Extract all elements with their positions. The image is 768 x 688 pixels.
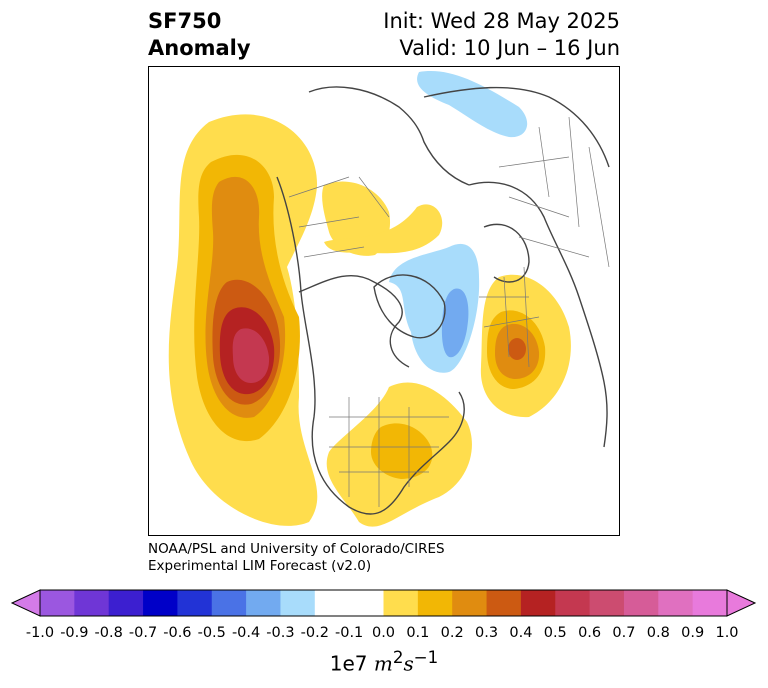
colorbar bbox=[10, 589, 757, 617]
units-prefix: 1e7 bbox=[329, 651, 368, 676]
colorbar-tick-label: -0.1 bbox=[334, 625, 364, 641]
colorbar-tick-label: -0.5 bbox=[197, 625, 226, 641]
colorbar-segment bbox=[520, 590, 556, 616]
colorbar-over-arrow bbox=[726, 589, 757, 617]
units-s: s bbox=[403, 651, 414, 676]
units-sup2: −1 bbox=[413, 648, 439, 667]
colorbar-tick-label: 0.0 bbox=[371, 625, 396, 641]
colorbar-tick-label: -0.9 bbox=[60, 625, 89, 641]
colorbar-tick-label: 0.9 bbox=[681, 625, 705, 641]
colorbar-tick-label: 0.7 bbox=[612, 625, 636, 641]
colorbar-segment bbox=[555, 590, 591, 616]
colorbar-tick-label: -0.7 bbox=[128, 625, 158, 641]
credit-line-1: NOAA/PSL and University of Colorado/CIRE… bbox=[148, 541, 445, 557]
colorbar-tick-label: -0.3 bbox=[266, 625, 295, 641]
colorbar-segment bbox=[589, 590, 625, 616]
colorbar-segment bbox=[623, 590, 659, 616]
colorbar-tick-label: 0.6 bbox=[578, 625, 602, 641]
colorbar-segment bbox=[74, 590, 110, 616]
map-panel bbox=[148, 66, 620, 536]
anomaly-map bbox=[168, 71, 610, 527]
colorbar-segment bbox=[108, 590, 144, 616]
colorbar-segment bbox=[452, 590, 488, 616]
variable-title: SF750 bbox=[148, 9, 222, 33]
colorbar-tick-label: 0.8 bbox=[646, 625, 670, 641]
colorbar-segment bbox=[417, 590, 453, 616]
colorbar-segment bbox=[211, 590, 247, 616]
colorbar-outline bbox=[39, 589, 728, 617]
borders bbox=[288, 116, 610, 507]
credit-line-2: Experimental LIM Forecast (v2.0) bbox=[148, 558, 372, 574]
colorbar-tick-label: -0.4 bbox=[231, 625, 261, 641]
init-date: Init: Wed 28 May 2025 bbox=[383, 9, 620, 33]
pacific-positive-anomaly bbox=[168, 114, 318, 526]
colorbar-tick-label: 0.1 bbox=[406, 625, 430, 641]
colorbar-units: 1e7 m2s−1 bbox=[0, 648, 768, 676]
colorbar-segment bbox=[177, 590, 213, 616]
colorbar-segment bbox=[349, 590, 384, 616]
colorbar-segments bbox=[40, 590, 728, 616]
field-title: Anomaly bbox=[148, 36, 251, 60]
colorbar-tick-label: 0.2 bbox=[440, 625, 464, 641]
coastlines bbox=[276, 86, 610, 515]
colorbar-segment bbox=[280, 590, 316, 616]
colorbar-tick-label: 0.3 bbox=[475, 625, 499, 641]
colorbar-segment bbox=[246, 590, 281, 616]
colorbar-tick-label: -0.2 bbox=[300, 625, 329, 641]
north-america-positive-anomaly bbox=[322, 181, 472, 527]
chart-title: SF750 Anomaly bbox=[148, 8, 251, 62]
colorbar-segment bbox=[658, 590, 694, 616]
colorbar-tick-label: 0.4 bbox=[509, 625, 533, 641]
date-info: Init: Wed 28 May 2025 Valid: 10 Jun – 16… bbox=[383, 8, 620, 62]
colorbar-tick-label: 1.0 bbox=[715, 625, 739, 641]
colorbar-tick-label: -1.0 bbox=[25, 625, 55, 641]
colorbar-tick-label: -0.6 bbox=[163, 625, 192, 641]
colorbar-segment bbox=[692, 590, 728, 616]
colorbar-segment bbox=[314, 590, 350, 616]
valid-range: Valid: 10 Jun – 16 Jun bbox=[399, 36, 620, 60]
units-sup1: 2 bbox=[392, 648, 404, 667]
europe-positive-anomaly bbox=[480, 274, 571, 418]
colorbar-segment bbox=[383, 590, 419, 616]
credit: NOAA/PSL and University of Colorado/CIRE… bbox=[148, 541, 445, 575]
colorbar-tick-labels: -1.0 -0.9 -0.8 -0.7 -0.6 -0.5 -0.4 -0.3 -0.2 -0.1… bbox=[0, 625, 768, 645]
colorbar-tick-label: -0.8 bbox=[94, 625, 123, 641]
colorbar-segment bbox=[143, 590, 178, 616]
colorbar-tick-label: 0.5 bbox=[543, 625, 567, 641]
units-m: m bbox=[373, 651, 393, 676]
colorbar-under-arrow bbox=[10, 589, 41, 617]
colorbar-segment bbox=[40, 590, 75, 616]
colorbar-segment bbox=[486, 590, 522, 616]
